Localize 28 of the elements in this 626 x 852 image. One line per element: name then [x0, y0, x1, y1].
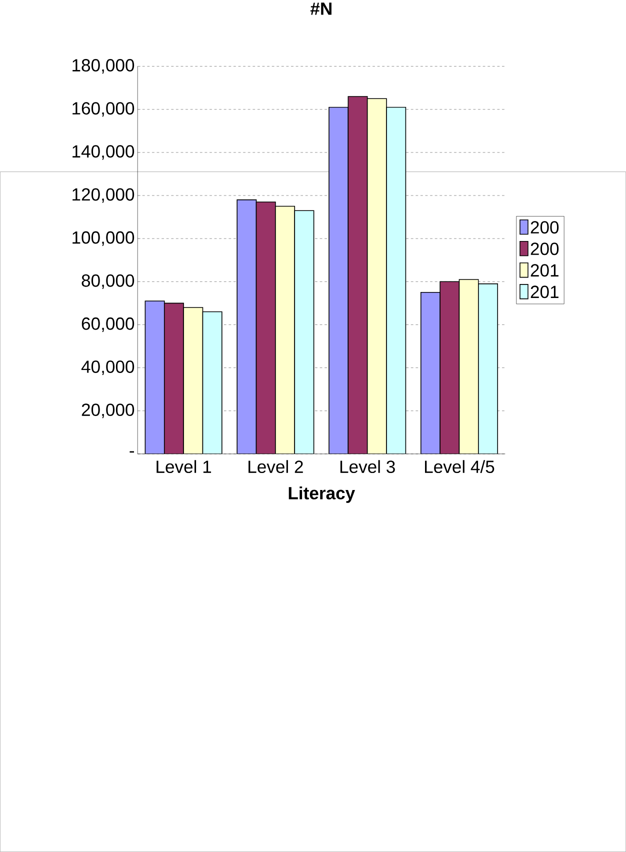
y-tick-label: -	[130, 451, 134, 453]
bar	[164, 302, 184, 454]
bar	[440, 281, 460, 454]
bar	[328, 106, 349, 454]
bar	[348, 96, 368, 454]
chart-title: #N	[310, 2, 332, 15]
x-axis-title: Literacy	[288, 486, 356, 503]
x-tick-label: Level 1	[156, 460, 212, 474]
bar	[256, 202, 276, 454]
y-tick-label: 60,000	[82, 317, 134, 332]
y-tick-label: 180,000	[72, 59, 134, 74]
y-tick-label: 40,000	[81, 360, 134, 376]
x-tick-label: Level 4/5	[425, 460, 494, 474]
y-tick-label: 120,000	[72, 188, 134, 203]
legend-label: 200	[530, 242, 559, 256]
x-tick-label: Level 3	[340, 460, 395, 474]
y-tick-label: 100,000	[72, 231, 134, 246]
y-tick-label: 140,000	[72, 145, 134, 160]
y-tick-label: 80,000	[82, 274, 134, 289]
legend-label: 201	[530, 286, 558, 298]
bar	[236, 199, 257, 454]
legend-label: 200	[530, 221, 559, 234]
bar	[420, 292, 440, 454]
y-tick-label: 20,000	[82, 404, 134, 418]
bar	[144, 300, 165, 454]
y-tick-label: 160,000	[72, 102, 134, 117]
x-tick-label: Level 2	[248, 460, 303, 474]
legend-label: 201	[530, 264, 558, 277]
